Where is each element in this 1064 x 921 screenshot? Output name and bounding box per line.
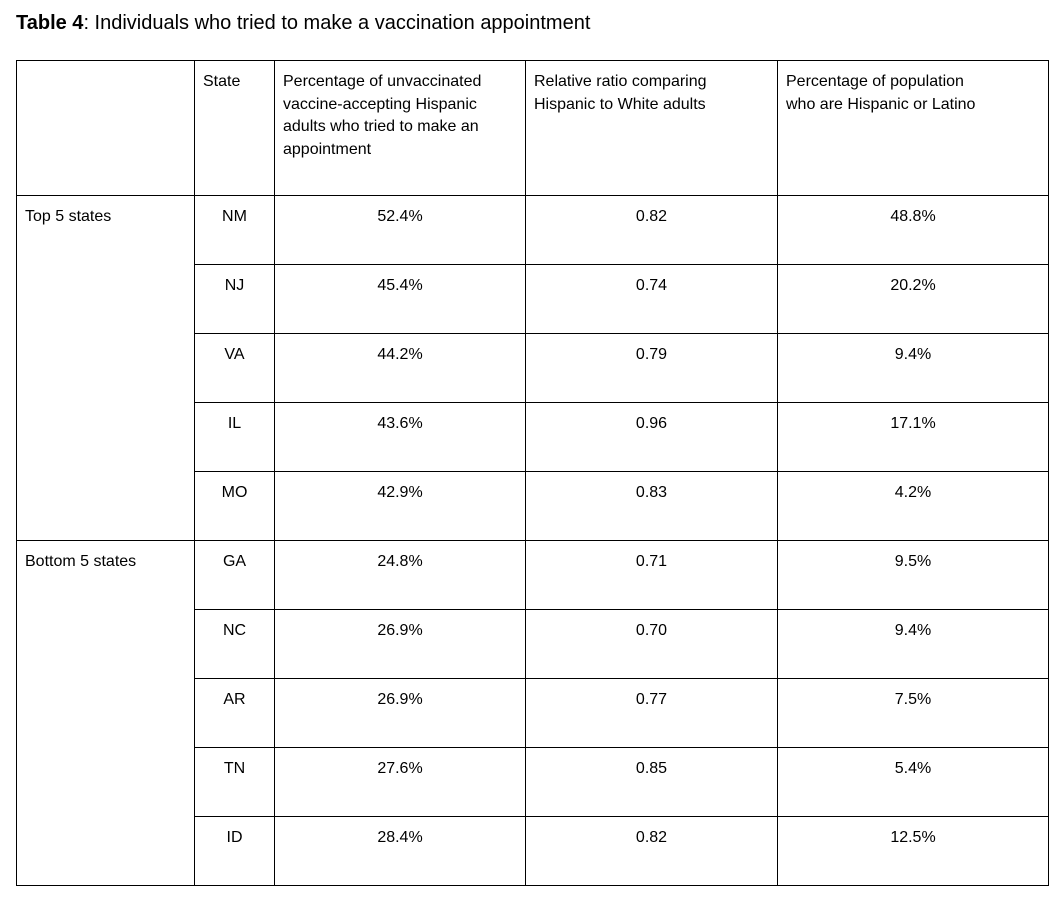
table-title-label: Table 4 — [16, 12, 84, 34]
ratio-cell: 0.70 — [525, 609, 778, 679]
table-title: Table 4: Individuals who tried to make a… — [16, 10, 1048, 36]
pct-tried-cell: 27.6% — [274, 747, 526, 817]
state-cell: GA — [194, 540, 275, 610]
pct-tried-cell: 45.4% — [274, 264, 526, 334]
pct-tried-cell: 24.8% — [274, 540, 526, 610]
table-row: NJ 45.4% 0.74 20.2% — [17, 264, 1049, 334]
pct-tried-cell: 52.4% — [274, 195, 526, 265]
table-header-row: State Percentage of unvaccinated vaccine… — [16, 60, 1049, 196]
header-pct-pop: Percentage of population who are Hispani… — [777, 60, 1049, 196]
header-ratio: Relative ratio comparing Hispanic to Whi… — [525, 60, 778, 196]
pct-pop-cell: 9.5% — [777, 540, 1049, 610]
pct-tried-cell: 26.9% — [274, 678, 526, 748]
state-cell: AR — [194, 678, 275, 748]
state-cell: IL — [194, 402, 275, 472]
table-row: MO 42.9% 0.83 4.2% — [17, 471, 1049, 541]
pct-pop-cell: 17.1% — [777, 402, 1049, 472]
table-row: Bottom 5 states GA 24.8% 0.71 9.5% — [16, 540, 1049, 886]
state-cell: NC — [194, 609, 275, 679]
table-row: IL 43.6% 0.96 17.1% — [17, 402, 1049, 472]
pct-pop-cell: 9.4% — [777, 609, 1049, 679]
pct-pop-cell: 4.2% — [777, 471, 1049, 541]
ratio-cell: 0.77 — [525, 678, 778, 748]
pct-tried-cell: 28.4% — [274, 816, 526, 886]
pct-tried-cell: 26.9% — [274, 609, 526, 679]
header-ratio-text: Relative ratio comparing Hispanic to Whi… — [534, 73, 707, 113]
header-empty-cell — [16, 60, 195, 196]
pct-tried-cell: 42.9% — [274, 471, 526, 541]
state-cell: NM — [194, 195, 275, 265]
pct-pop-cell: 20.2% — [777, 264, 1049, 334]
ratio-cell: 0.74 — [525, 264, 778, 334]
pct-pop-cell: 9.4% — [777, 333, 1049, 403]
state-cell: VA — [194, 333, 275, 403]
pct-pop-cell: 5.4% — [777, 747, 1049, 817]
header-state: State — [194, 60, 275, 196]
header-pct-tried-text: Percentage of unvaccinated vaccine-accep… — [283, 73, 482, 158]
header-pct-pop-text: Percentage of population who are Hispani… — [786, 73, 976, 113]
state-cell: MO — [194, 471, 275, 541]
ratio-cell: 0.82 — [525, 816, 778, 886]
ratio-cell: 0.82 — [525, 195, 778, 265]
group-label-bottom5: Bottom 5 states — [16, 540, 195, 886]
pct-pop-cell: 7.5% — [777, 678, 1049, 748]
table-row: VA 44.2% 0.79 9.4% — [17, 333, 1049, 403]
pct-pop-cell: 48.8% — [777, 195, 1049, 265]
state-cell: TN — [194, 747, 275, 817]
table-row: TN 27.6% 0.85 5.4% — [17, 747, 1049, 817]
ratio-cell: 0.71 — [525, 540, 778, 610]
vaccination-appointment-table: State Percentage of unvaccinated vaccine… — [16, 60, 1049, 886]
pct-pop-cell: 12.5% — [777, 816, 1049, 886]
table-row: Top 5 states NM 52.4% 0.82 48.8% — [16, 195, 1049, 541]
table-row: NC 26.9% 0.70 9.4% — [17, 609, 1049, 679]
ratio-cell: 0.85 — [525, 747, 778, 817]
document-page: Table 4: Individuals who tried to make a… — [16, 10, 1049, 886]
table-row: AR 26.9% 0.77 7.5% — [17, 678, 1049, 748]
group-label-top5: Top 5 states — [16, 195, 195, 541]
ratio-cell: 0.83 — [525, 471, 778, 541]
ratio-cell: 0.79 — [525, 333, 778, 403]
state-cell: ID — [194, 816, 275, 886]
table-title-text: : Individuals who tried to make a vaccin… — [83, 12, 591, 34]
ratio-cell: 0.96 — [525, 402, 778, 472]
pct-tried-cell: 43.6% — [274, 402, 526, 472]
header-pct-tried: Percentage of unvaccinated vaccine-accep… — [274, 60, 526, 196]
pct-tried-cell: 44.2% — [274, 333, 526, 403]
table-row: ID 28.4% 0.82 12.5% — [17, 816, 1049, 886]
state-cell: NJ — [194, 264, 275, 334]
